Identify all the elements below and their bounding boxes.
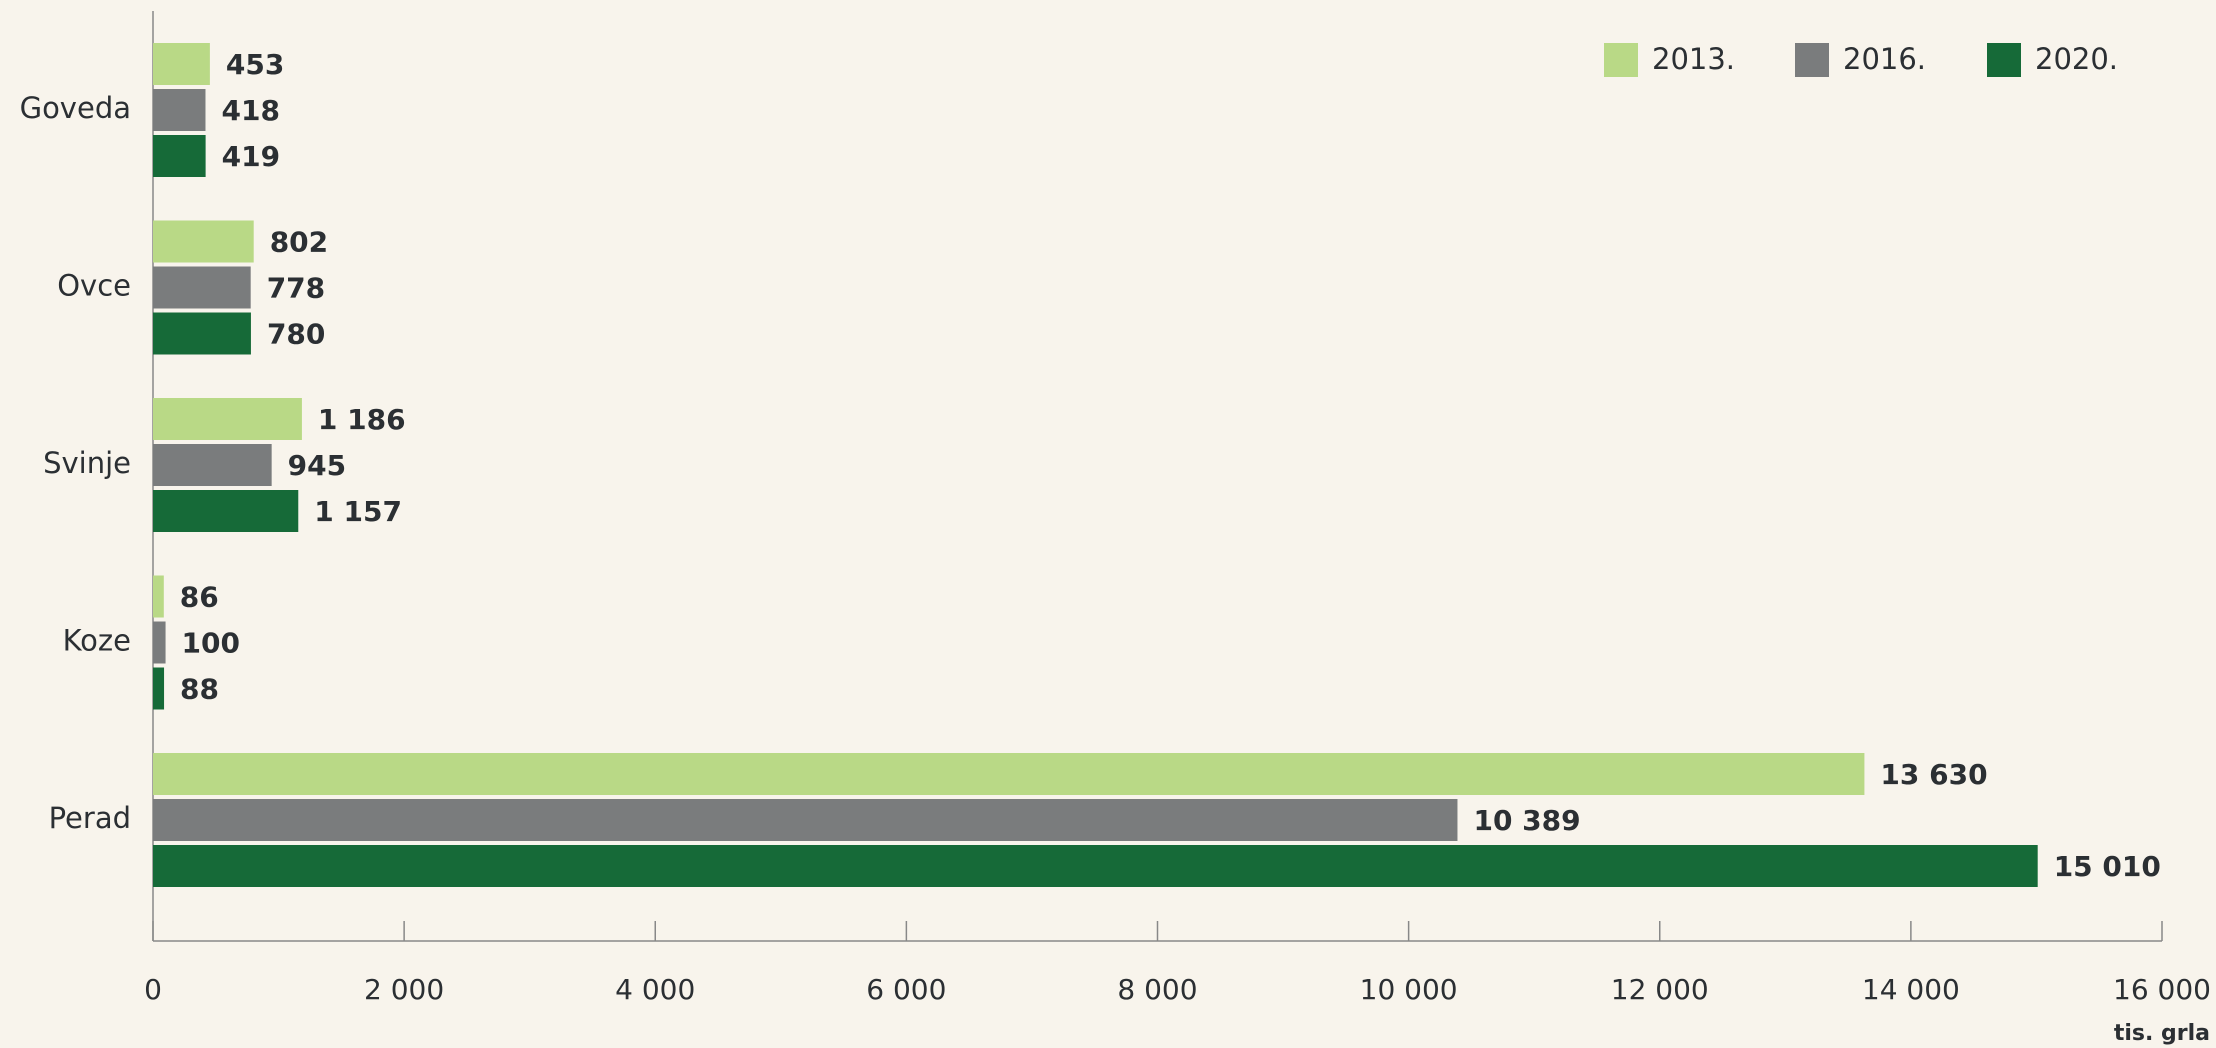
value-label: 453: [226, 48, 284, 81]
value-label: 1 186: [318, 403, 406, 436]
category-label: Ovce: [57, 269, 131, 303]
value-label: 15 010: [2054, 850, 2161, 883]
bar: [153, 312, 251, 355]
bar: [153, 135, 206, 177]
legend-label: 2020.: [2035, 42, 2118, 76]
value-label: 780: [267, 318, 325, 351]
legend-swatch: [1987, 43, 2021, 77]
x-tick-label: 12 000: [1611, 973, 1709, 1006]
bar: [153, 220, 254, 263]
x-tick-label: 4 000: [615, 973, 695, 1006]
bar: [153, 444, 272, 486]
value-label: 88: [180, 673, 219, 706]
bar: [153, 799, 1458, 841]
bar: [153, 845, 2038, 887]
category-label: Koze: [63, 624, 131, 658]
legend-swatch: [1795, 43, 1829, 77]
value-label: 419: [222, 140, 280, 173]
value-label: 13 630: [1880, 758, 1987, 791]
value-label: 1 157: [314, 495, 402, 528]
value-label: 418: [221, 94, 279, 127]
value-label: 778: [267, 272, 325, 305]
bar: [153, 490, 299, 532]
bar: [153, 89, 206, 131]
legend-label: 2016.: [1843, 42, 1926, 76]
bar: [153, 266, 251, 309]
bar: [153, 621, 166, 664]
x-tick-label: 16 000: [2113, 973, 2211, 1006]
category-label: Goveda: [20, 91, 131, 125]
legend-label: 2013.: [1652, 42, 1735, 76]
bar: [153, 43, 210, 85]
value-label: 86: [180, 581, 219, 614]
x-tick-label: 10 000: [1360, 973, 1458, 1006]
bar: [153, 667, 165, 710]
category-label: Perad: [49, 801, 131, 835]
legend-swatch: [1604, 43, 1638, 77]
value-label: 10 389: [1473, 804, 1580, 837]
bar: [153, 753, 1865, 795]
value-label: 100: [182, 627, 240, 660]
x-tick-label: 14 000: [1862, 973, 1960, 1006]
bar: [153, 575, 164, 618]
x-tick-label: 6 000: [866, 973, 946, 1006]
value-label: 802: [270, 226, 328, 259]
x-tick-label: 0: [144, 973, 162, 1006]
x-tick-label: 8 000: [1117, 973, 1197, 1006]
category-label: Svinje: [43, 446, 131, 480]
value-label: 945: [288, 449, 346, 482]
bar: [153, 398, 302, 440]
x-tick-label: 2 000: [364, 973, 444, 1006]
x-axis-label: tis. grla: [2114, 1021, 2210, 1046]
